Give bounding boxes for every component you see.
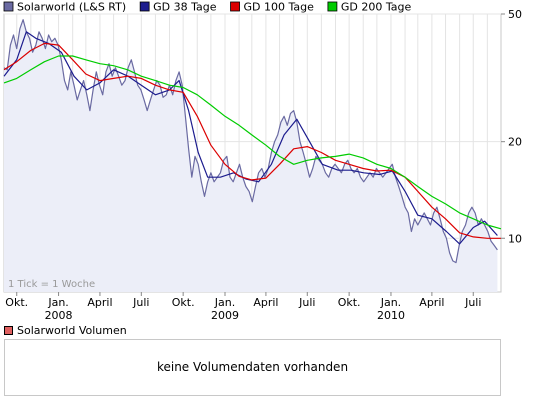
x-tick-label: Jan. <box>380 296 401 309</box>
series-line-2 <box>3 42 501 239</box>
y-tick-label: 20 <box>508 136 522 149</box>
price-chart: Solarworld (L&S RT) GD 38 Tage GD 100 Tage… <box>3 1 522 322</box>
x-tick-year-label: 2009 <box>211 309 239 322</box>
y-tick-label: 10 <box>508 232 522 245</box>
y-axis-ticks: 10 20 50 <box>501 8 522 245</box>
volume-swatch <box>4 326 13 335</box>
x-tick-label: Okt. <box>172 296 195 309</box>
x-tick-year-label: 2008 <box>45 309 73 322</box>
y-tick-label: 50 <box>508 8 522 21</box>
x-tick-label: Juli <box>464 296 481 309</box>
legend-label-3: GD 200 Tage <box>341 1 412 14</box>
x-tick-year-label: 2010 <box>377 309 405 322</box>
x-tick-label: Juli <box>132 296 149 309</box>
chart-legend: Solarworld (L&S RT) GD 38 Tage GD 100 Tage… <box>3 1 412 14</box>
x-tick-label: April <box>253 296 278 309</box>
volume-legend: Solarworld Volumen <box>4 325 127 337</box>
legend-label-0: Solarworld (L&S RT) <box>17 1 126 14</box>
x-tick-label: Juli <box>298 296 315 309</box>
series-layer <box>3 19 502 292</box>
x-tick-label: Jan. <box>214 296 235 309</box>
tick-note: 1 Tick = 1 Woche <box>8 279 95 290</box>
series-line-0 <box>3 19 498 264</box>
legend-label-1: GD 38 Tage <box>153 1 217 14</box>
legend-label-2: GD 100 Tage <box>244 1 315 14</box>
x-tick-label: Okt. <box>338 296 361 309</box>
volume-legend-label: Solarworld Volumen <box>17 324 127 337</box>
x-tick-label: April <box>87 296 112 309</box>
x-tick-label: Jan. <box>47 296 68 309</box>
series-area-0 <box>4 19 498 292</box>
volume-panel: keine Volumendaten vorhanden <box>4 339 501 396</box>
x-tick-label: Okt. <box>5 296 28 309</box>
legend-swatch-3 <box>327 1 338 12</box>
series-line-3 <box>3 55 502 230</box>
legend-swatch-1 <box>139 1 150 12</box>
volume-empty-message: keine Volumendaten vorhanden <box>156 360 349 374</box>
legend-swatch-2 <box>230 1 240 12</box>
legend-swatch-0 <box>3 1 14 12</box>
x-tick-label: April <box>419 296 444 309</box>
